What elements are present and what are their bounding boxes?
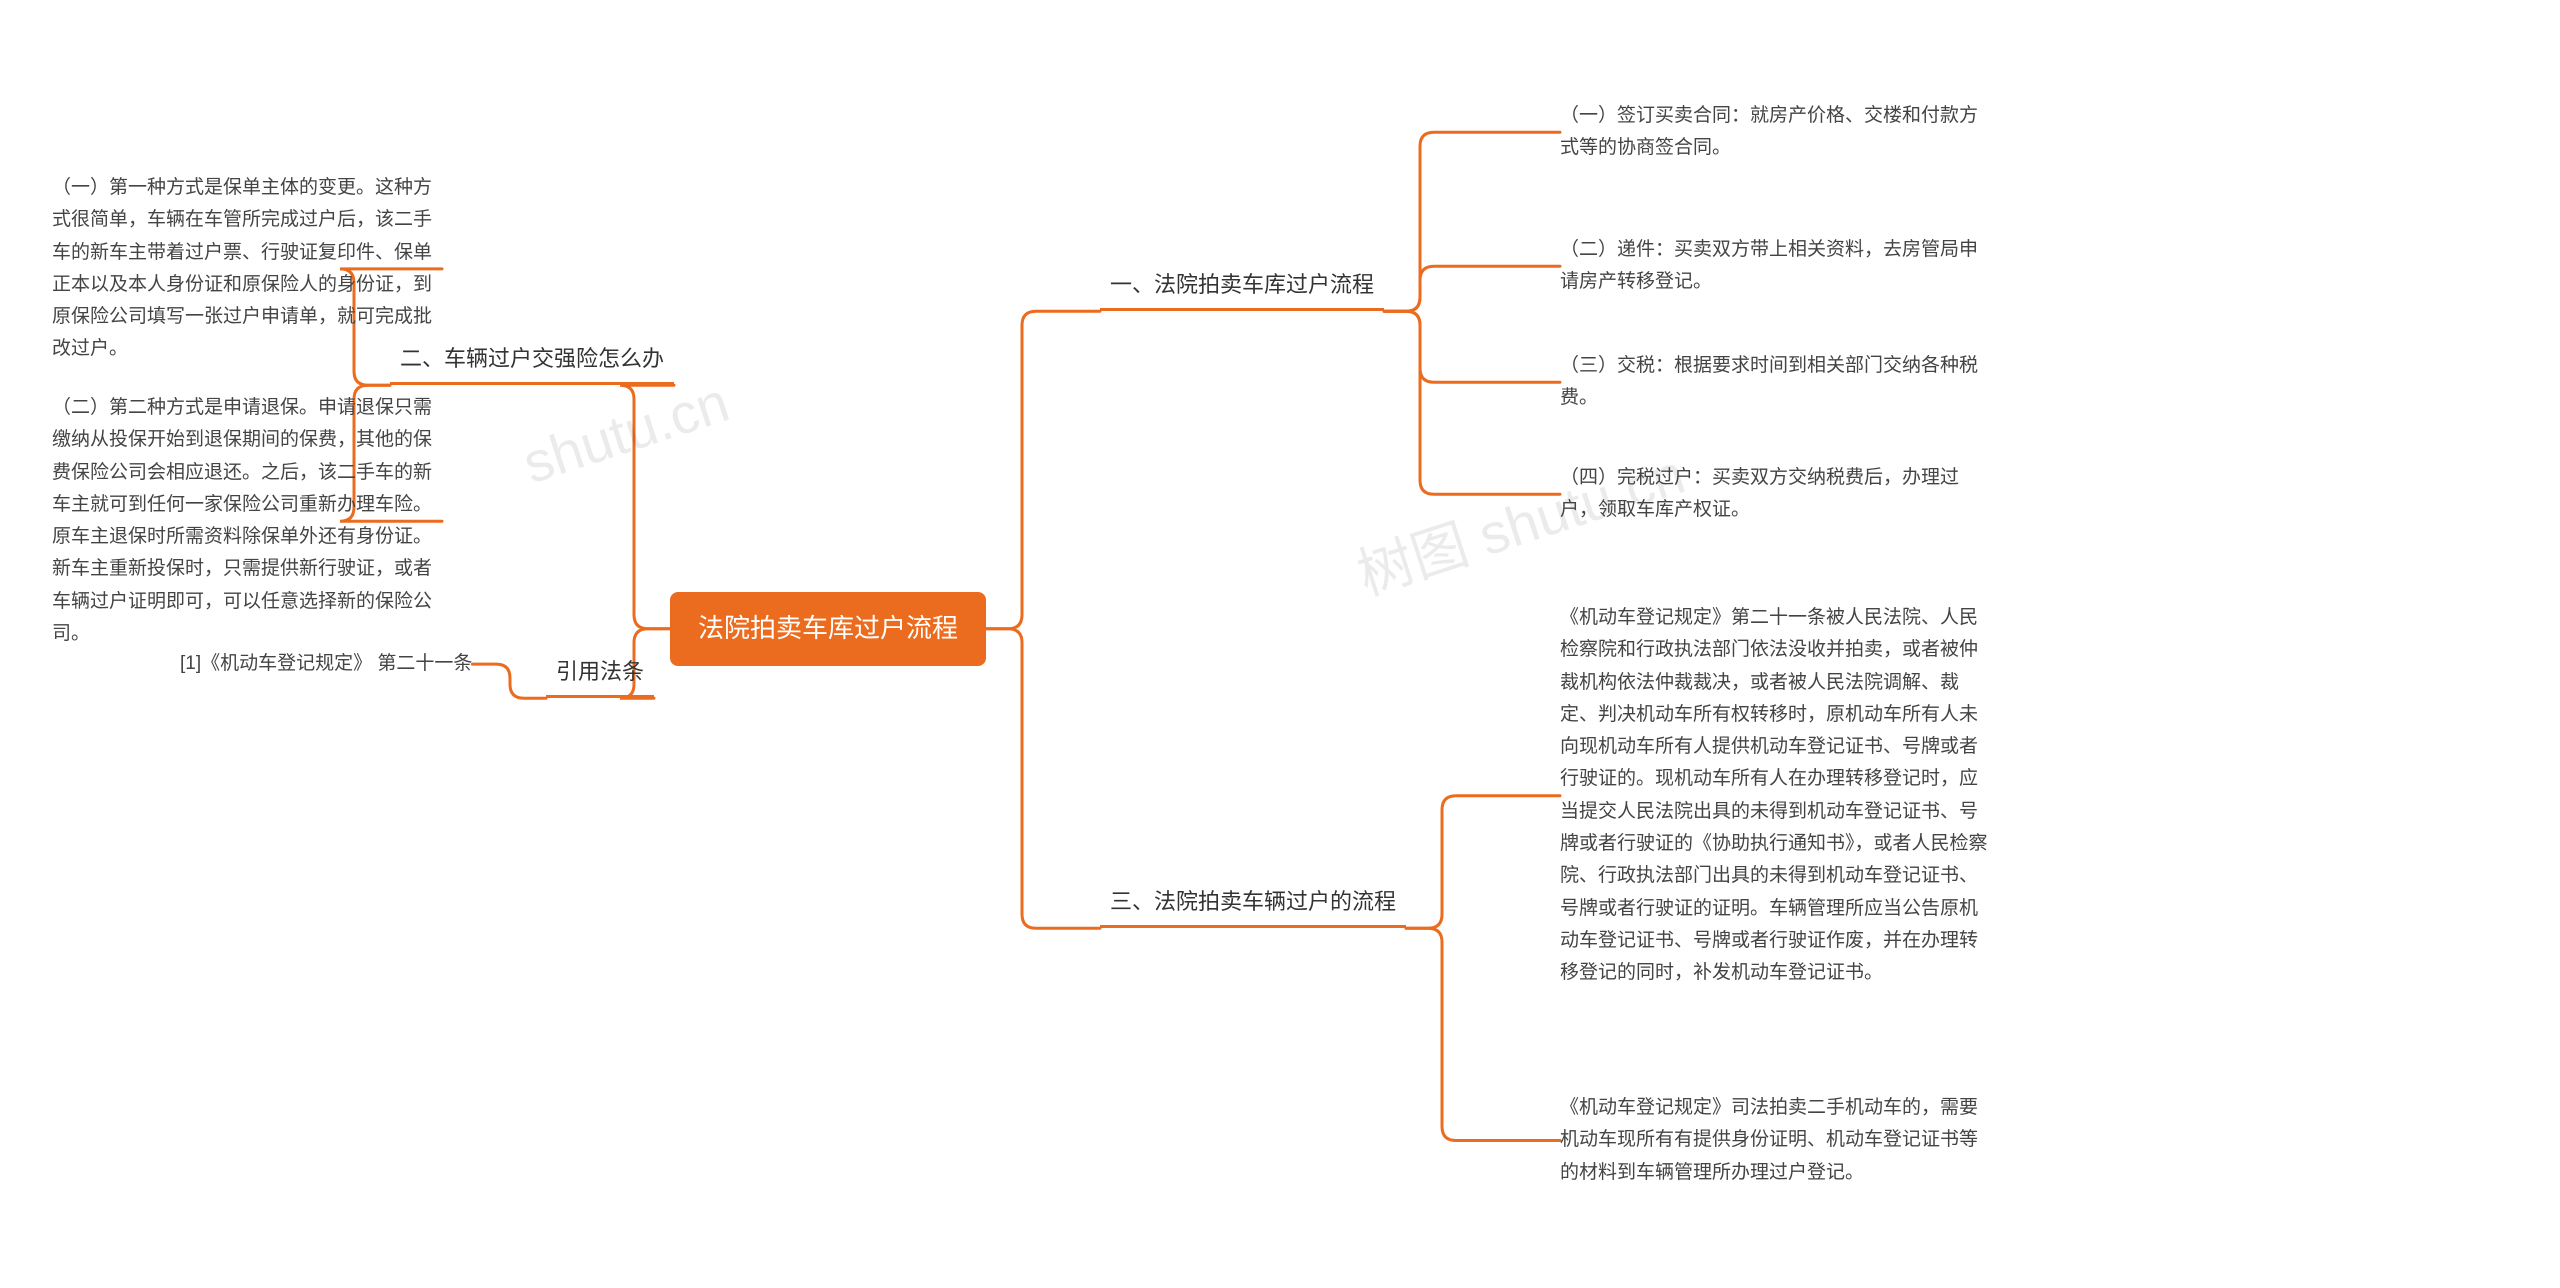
leaf-right-0-3: （四）完税过户：买卖双方交纳税费后，办理过户，领取车库产权证。 xyxy=(1560,462,1980,527)
root-node: 法院拍卖车库过户流程 xyxy=(670,592,986,666)
leaf-left-0-1: （二）第二种方式是申请退保。申请退保只需缴纳从投保开始到退保期间的保费，其他的保… xyxy=(52,392,442,650)
leaf-right-0-2: （三）交税：根据要求时间到相关部门交纳各种税费。 xyxy=(1560,350,1980,415)
leaf-left-1-0: [1]《机动车登记规定》 第二十一条 xyxy=(180,648,472,680)
leaf-right-0-1: （二）递件：买卖双方带上相关资料，去房管局申请房产转移登记。 xyxy=(1560,234,1980,299)
leaf-right-0-0: （一）签订买卖合同：就房产价格、交楼和付款方式等的协商签合同。 xyxy=(1560,100,1980,165)
branch-right-1: 三、法院拍卖车辆过户的流程 xyxy=(1100,878,1406,928)
leaf-right-1-0: 《机动车登记规定》第二十一条被人民法院、人民检察院和行政执法部门依法没收并拍卖，… xyxy=(1560,602,1990,990)
watermark: shutu.cn xyxy=(515,369,736,496)
leaf-right-1-1: 《机动车登记规定》司法拍卖二手机动车的，需要机动车现所有有提供身份证明、机动车登… xyxy=(1560,1092,1990,1189)
mindmap-canvas: shutu.cn 树图 shutu.cn 法院拍卖车库过户流程 一、法院拍卖车库… xyxy=(0,0,2560,1288)
branch-right-0: 一、法院拍卖车库过户流程 xyxy=(1100,261,1384,311)
branch-left-1: 引用法条 xyxy=(546,648,654,698)
leaf-left-0-0: （一）第一种方式是保单主体的变更。这种方式很简单，车辆在车管所完成过户后，该二手… xyxy=(52,172,442,366)
